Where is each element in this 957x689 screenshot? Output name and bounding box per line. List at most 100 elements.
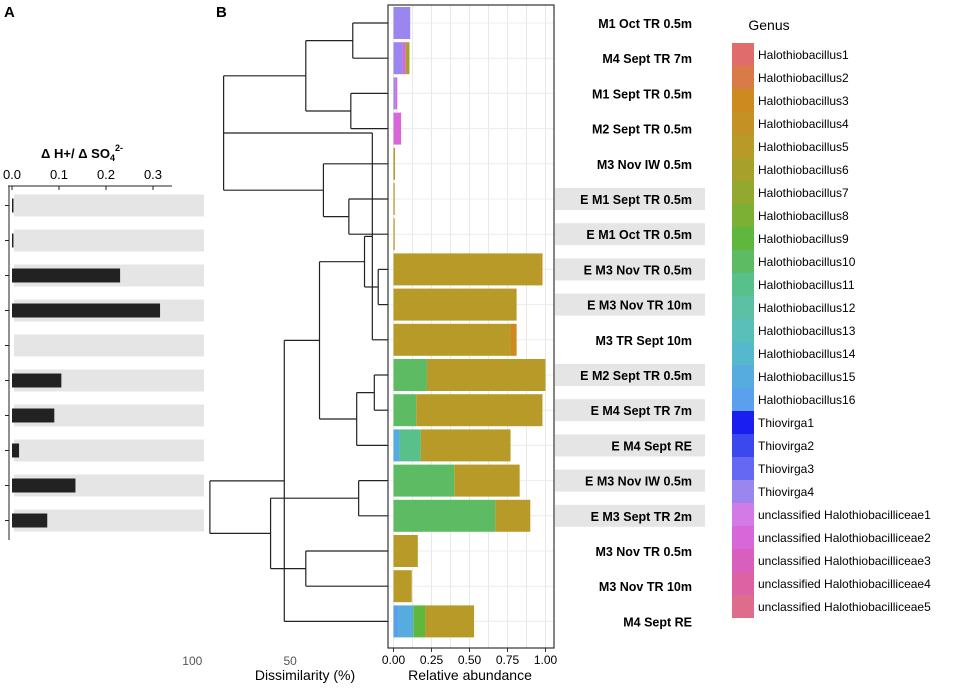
sample-label: M4 Sept TR 7m	[602, 52, 692, 66]
abundance-bar-segment	[398, 605, 414, 638]
legend-label: Halothiobacillus5	[758, 140, 849, 154]
legend-label: Thiovirga3	[758, 462, 814, 476]
abundance-tick-label: 1.00	[534, 653, 558, 667]
legend-swatch	[732, 158, 754, 181]
legend-swatch	[732, 319, 754, 342]
legend-swatch	[732, 388, 754, 411]
sample-label: E M1 Sept TR 0.5m	[580, 193, 692, 207]
abundance-bar-segment	[393, 323, 511, 356]
abundance-bar-segment	[393, 147, 396, 180]
abundance-bar-segment	[393, 535, 418, 567]
legend-swatch	[732, 457, 754, 480]
panel-a-tick-label: 0.0	[3, 167, 21, 182]
panel-a-bar	[12, 198, 14, 213]
sample-label: E M4 Sept RE	[611, 439, 692, 453]
abundance-bar-segment	[510, 323, 517, 356]
panel-a-bar	[12, 478, 76, 493]
legend-label: unclassified Halothiobacilliceae1	[758, 508, 931, 522]
sample-label: M3 TR Sept 10m	[595, 334, 692, 348]
panel-a-label: A	[4, 4, 15, 21]
abundance-bar-segment	[405, 42, 410, 75]
abundance-bar-segment	[393, 464, 455, 497]
sample-label: M1 Oct TR 0.5m	[598, 17, 692, 31]
abundance-bar-segment	[393, 253, 541, 286]
panel-a-row-band	[14, 369, 204, 392]
panel-a-bar	[12, 233, 14, 248]
panel-a-tick-label: 0.2	[97, 167, 115, 182]
abundance-tick-label: 0.00	[382, 653, 406, 667]
legend-swatch	[732, 227, 754, 250]
legend-swatch	[732, 411, 754, 434]
abundance-bar-segment	[393, 183, 395, 215]
sample-label-band	[555, 364, 705, 386]
legend-swatch	[732, 181, 754, 204]
legend-label: Halothiobacillus16	[758, 393, 856, 407]
abundance-bar-segment	[393, 218, 395, 251]
sample-label-band	[555, 504, 705, 527]
legend-swatch	[732, 273, 754, 296]
abundance-bar-segment	[425, 605, 475, 638]
legend-swatch	[732, 66, 754, 89]
panel-b-label: B	[216, 4, 227, 21]
panel-a-title: Δ H+/ Δ SO42-	[41, 143, 123, 163]
legend: Halothiobacillus1 Halothiobacillus2 Haloth…	[732, 43, 931, 618]
sample-label: M3 Nov TR 0.5m	[595, 545, 692, 559]
sample-label-band	[555, 434, 705, 457]
abundance-bar-segment	[393, 429, 400, 462]
legend-swatch	[732, 112, 754, 135]
legend-swatch	[732, 503, 754, 526]
legend-swatch	[732, 135, 754, 158]
legend-title: Genus	[748, 17, 789, 33]
abundance-bar-segment	[454, 464, 520, 497]
panel-a-bar	[12, 373, 62, 388]
sample-label-band	[555, 188, 705, 210]
dendrogram-xlabel: Dissimilarity (%)	[255, 667, 355, 683]
abundance-plot: 0.00 0.25 0.50 0.75 1.00	[382, 4, 558, 667]
legend-label: Halothiobacillus15	[758, 370, 856, 384]
panel-a-bar	[12, 513, 48, 528]
sample-label: E M3 Sept TR 2m	[591, 510, 692, 524]
abundance-bar-segment	[399, 429, 421, 462]
legend-label: Halothiobacillus14	[758, 347, 856, 361]
legend-swatch	[732, 526, 754, 549]
sample-label: E M2 Sept TR 0.5m	[580, 369, 692, 383]
abundance-bar-segment	[426, 359, 546, 391]
abundance-bar-segment	[393, 7, 411, 39]
abundance-bar-segment	[395, 77, 398, 110]
abundance-bar-segment	[402, 42, 406, 75]
panel-a-tick-label: 0.1	[50, 167, 68, 182]
legend-label: Halothiobacillus3	[758, 94, 849, 108]
abundance-bar-segment	[420, 429, 511, 462]
panel-a-bars	[12, 198, 161, 528]
panel-a-tick-label: 0.3	[144, 167, 162, 182]
legend-swatch	[732, 89, 754, 112]
panel-a-row-band	[14, 439, 204, 462]
panel-a-bar	[12, 443, 20, 458]
abundance-bar-segment	[413, 605, 426, 638]
plot-frame	[387, 4, 555, 649]
panel-a-row-band	[14, 509, 204, 532]
abundance-bar-segment	[393, 112, 402, 145]
legend-swatch	[732, 595, 754, 618]
sample-label-band	[555, 399, 705, 422]
legend-swatch	[732, 549, 754, 572]
legend-label: Halothiobacillus13	[758, 324, 856, 338]
legend-label: Halothiobacillus8	[758, 209, 849, 223]
legend-swatch	[732, 572, 754, 595]
legend-swatch	[732, 342, 754, 365]
legend-label: Halothiobacillus4	[758, 117, 849, 131]
legend-label: unclassified Halothiobacilliceae3	[758, 554, 931, 568]
abundance-bar-segment	[495, 499, 531, 532]
legend-swatch	[732, 365, 754, 388]
panel-a-axis: 0.0 0.1 0.2 0.3	[3, 167, 172, 540]
legend-swatch	[732, 43, 754, 66]
legend-swatch	[732, 250, 754, 273]
abundance-bar-segment	[393, 605, 399, 638]
panel-a-row-band	[14, 194, 204, 217]
dendrogram-axis: 100 50	[182, 654, 297, 668]
sample-label: M4 Sept RE	[623, 615, 692, 629]
abundance-xlabel: Relative abundance	[408, 667, 532, 683]
legend-label: Halothiobacillus6	[758, 163, 849, 177]
abundance-bar-segment	[393, 570, 412, 603]
sample-label: E M1 Oct TR 0.5m	[586, 228, 692, 242]
